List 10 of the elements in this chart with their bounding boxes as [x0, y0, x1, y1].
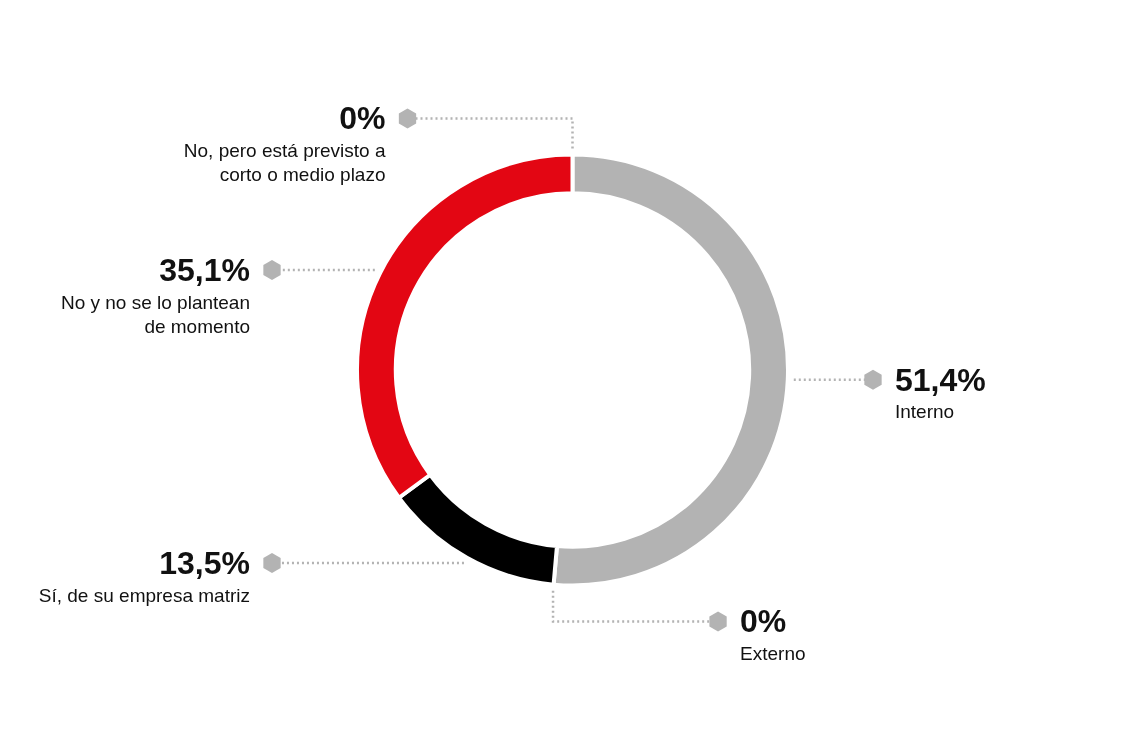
category-label: No, pero está previsto a corto o medio plazo — [183, 140, 386, 186]
text: 0% — [740, 603, 787, 640]
text: 0% — [339, 100, 386, 137]
slice-label: Sí, de su empresa matriz — [38, 584, 250, 606]
data-label: 51,4% — [895, 361, 986, 398]
data-label: 13,5% — [159, 544, 250, 581]
category-label: Externo — [740, 643, 806, 665]
slice-label: Interno — [895, 401, 955, 423]
slice-label: No y no se lo plantean de momento — [60, 291, 250, 337]
data-label: 35,1% — [159, 251, 250, 288]
